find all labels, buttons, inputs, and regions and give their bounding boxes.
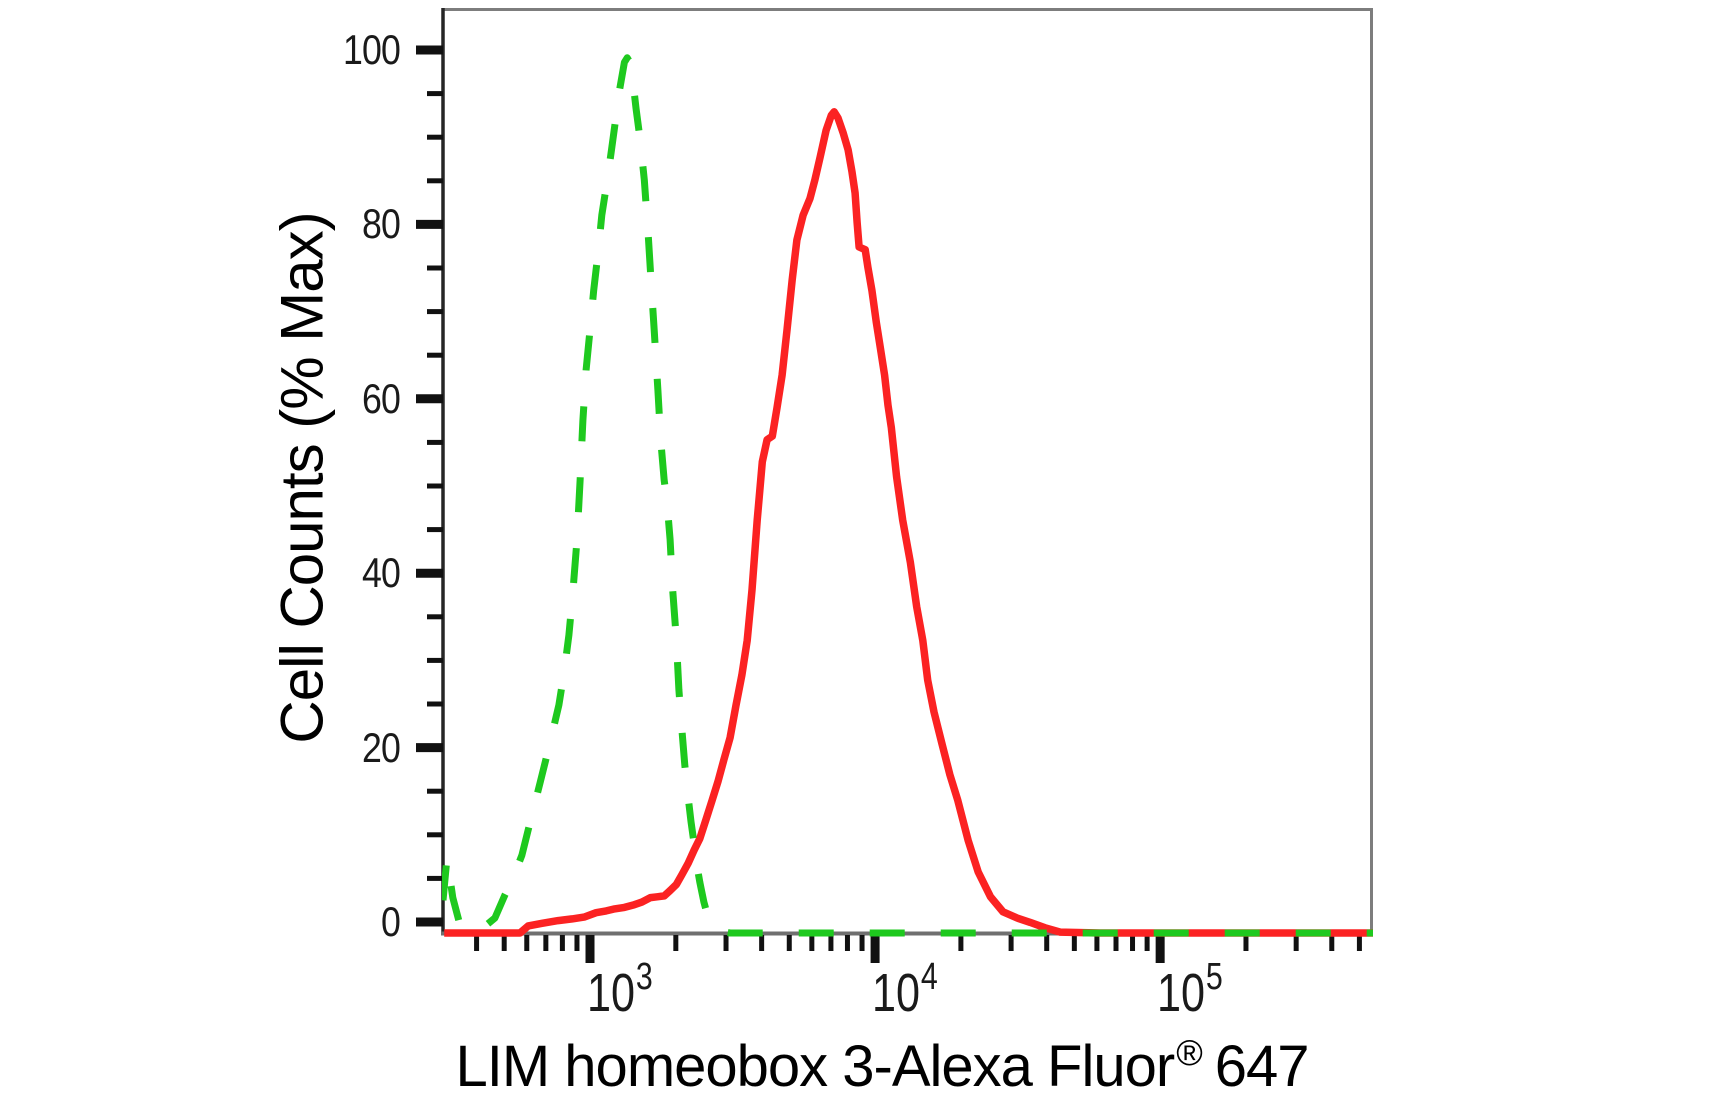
plot-border — [443, 8, 1373, 933]
y-axis-title: Cell Counts (% Max) — [268, 212, 336, 744]
series-green-dashed-histogram — [442, 54, 1373, 937]
series-red-solid-histogram — [444, 108, 1373, 937]
x-axis-title-suffix: 647 — [1214, 1034, 1310, 1099]
x-axis-title: LIM homeobox 3-Alexa Fluor® 647 — [22, 1032, 1720, 1100]
x-axis-title-text: LIM homeobox 3-Alexa Fluor — [455, 1034, 1176, 1099]
registered-trademark-icon: ® — [1176, 1032, 1203, 1073]
curves-layer — [442, 54, 1373, 937]
